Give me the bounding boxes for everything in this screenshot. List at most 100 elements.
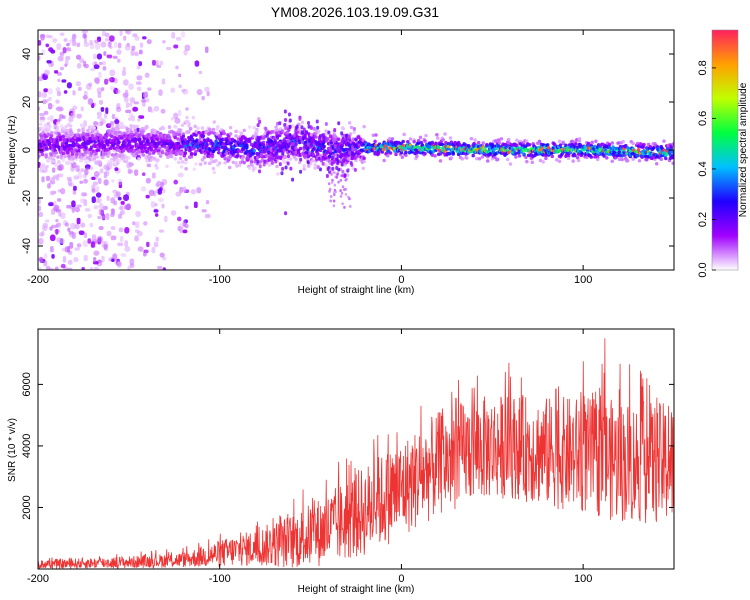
heatmap-cell (305, 137, 309, 142)
heatmap-cell (177, 160, 182, 165)
heatmap-cell (306, 154, 310, 159)
heatmap-cell (291, 142, 295, 147)
heatmap-cell (589, 155, 594, 159)
heatmap-cell (329, 139, 333, 144)
heatmap-cell (327, 154, 332, 158)
heatmap-cell (88, 82, 93, 87)
heatmap-cell (299, 136, 303, 141)
heatmap-cell (631, 141, 635, 146)
figure-title: YM08.2026.103.19.09.G31 (271, 4, 439, 20)
heatmap-cell (55, 224, 59, 228)
heatmap-cell (64, 59, 69, 66)
spectrogram-y-tick-label: 40 (21, 48, 33, 60)
heatmap-cell (256, 142, 260, 147)
heatmap-cell (59, 66, 64, 71)
heatmap-cell (223, 161, 227, 165)
heatmap-cell (199, 150, 204, 154)
heatmap-cell (251, 134, 256, 138)
heatmap-cell (275, 141, 279, 146)
heatmap-cell (47, 132, 51, 137)
heatmap-cell (671, 161, 674, 165)
heatmap-cell (558, 143, 563, 147)
heatmap-cell (423, 139, 427, 143)
heatmap-cell (66, 82, 72, 89)
heatmap-cell (330, 181, 334, 185)
heatmap-cell (505, 157, 510, 162)
heatmap-cell (175, 65, 179, 70)
heatmap-cell (123, 35, 127, 41)
heatmap-cell (157, 188, 162, 195)
heatmap-cell (41, 176, 45, 183)
heatmap-cell (170, 116, 175, 121)
heatmap-cell (178, 84, 182, 89)
heatmap-cell (485, 143, 489, 147)
heatmap-cell (180, 145, 185, 149)
heatmap-cell (258, 164, 262, 169)
heatmap-cell (67, 227, 71, 232)
heatmap-cell (341, 185, 345, 189)
heatmap-cell (160, 181, 164, 188)
heatmap-cell (66, 150, 70, 155)
heatmap-cell (540, 146, 545, 150)
snr-y-axis-label: SNR (10 * v/v) (7, 418, 18, 482)
heatmap-cell (477, 157, 482, 161)
heatmap-cell (103, 179, 109, 186)
heatmap-cell (490, 157, 495, 161)
heatmap-cell (212, 120, 217, 124)
heatmap-cell (175, 37, 182, 41)
heatmap-cell (316, 165, 320, 170)
heatmap-cell (331, 178, 334, 182)
heatmap-cell (38, 106, 41, 111)
heatmap-cell (126, 203, 131, 210)
heatmap-cell (193, 201, 198, 209)
heatmap-cell (92, 156, 97, 161)
heatmap-cell (217, 150, 221, 155)
heatmap-cell (53, 204, 60, 211)
heatmap-cell (273, 139, 277, 143)
heatmap-cell (99, 100, 104, 105)
heatmap-cell (182, 229, 188, 234)
heatmap-cell (131, 45, 136, 51)
heatmap-cell (333, 144, 337, 149)
heatmap-cell (66, 42, 70, 47)
heatmap-cell (77, 149, 81, 153)
heatmap-cell (68, 129, 73, 134)
heatmap-cell (495, 157, 500, 162)
heatmap-cell (134, 35, 140, 41)
heatmap-cell (100, 140, 105, 144)
heatmap-cell (55, 87, 61, 93)
heatmap-cell (202, 155, 207, 160)
heatmap-cell (130, 48, 135, 56)
heatmap-cell (82, 156, 87, 161)
heatmap-cell (143, 127, 147, 131)
heatmap-cell (282, 140, 286, 145)
heatmap-cell (184, 167, 188, 171)
heatmap-cell (119, 204, 123, 210)
heatmap-cell (38, 91, 42, 98)
heatmap-cell (107, 41, 112, 48)
heatmap-cell (436, 145, 441, 150)
heatmap-cell (288, 112, 292, 117)
heatmap-cell (55, 106, 61, 111)
heatmap-cell (136, 143, 140, 147)
heatmap-cell (61, 130, 66, 134)
heatmap-cell (260, 141, 264, 146)
heatmap-cell (318, 134, 322, 139)
heatmap-cell (212, 131, 217, 135)
heatmap-cell (55, 228, 59, 235)
heatmap-cell (330, 155, 334, 160)
heatmap-cell (182, 220, 187, 227)
heatmap-cell (75, 165, 80, 172)
heatmap-cell (102, 66, 107, 71)
heatmap-cell (194, 149, 198, 153)
heatmap-cell (128, 127, 133, 132)
heatmap-cell (38, 266, 42, 270)
heatmap-cell (110, 235, 117, 241)
heatmap-cell (141, 139, 146, 144)
heatmap-cell (174, 117, 181, 124)
heatmap-cell (329, 199, 332, 203)
heatmap-cell (343, 174, 347, 179)
heatmap-cell (333, 171, 336, 175)
heatmap-cell (258, 169, 262, 174)
heatmap-cell (70, 112, 76, 119)
